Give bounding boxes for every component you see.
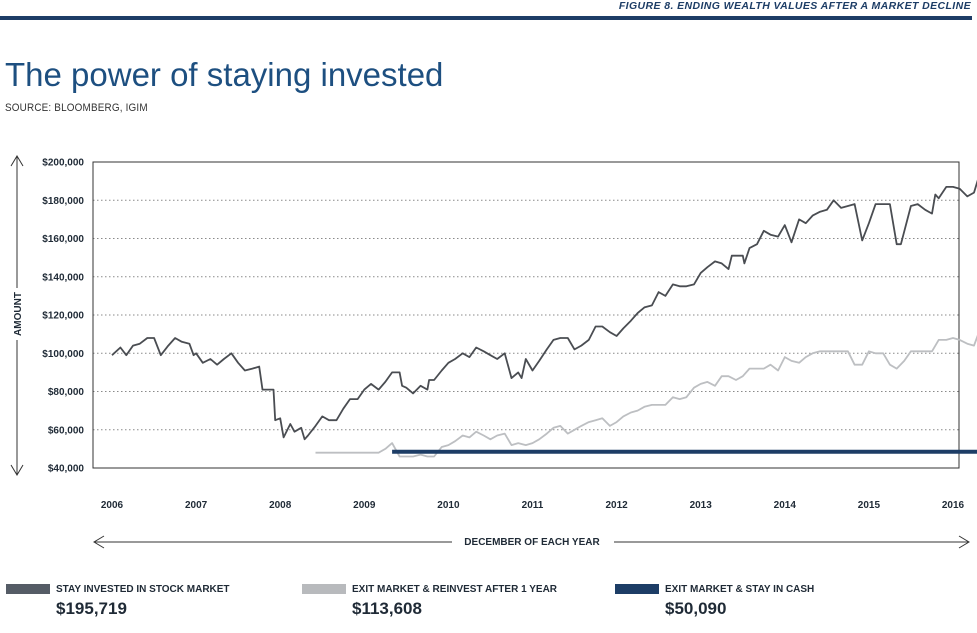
y-tick-label: $160,000 [42, 234, 84, 245]
x-tick-label: 2015 [858, 500, 881, 511]
legend-value-stay-in-cash: $50,090 [665, 599, 727, 618]
x-tick-label: 2010 [437, 500, 460, 511]
x-tick-label: 2007 [185, 500, 208, 511]
legend-label-stay-invested: STAY INVESTED IN STOCK MARKET [56, 584, 230, 595]
x-tick-label: 2009 [353, 500, 376, 511]
line-chart: $40,000 $60,000 $80,000 $100,000 $120,000 $14… [10, 155, 977, 549]
x-tick-label: 2011 [522, 500, 544, 511]
y-tick-label: $60,000 [48, 425, 85, 436]
x-axis-label: DECEMBER OF EACH YEAR [464, 537, 600, 548]
top-rule [0, 16, 972, 20]
x-tick-label: 2012 [605, 500, 628, 511]
y-tick-label: $120,000 [42, 311, 84, 322]
y-axis-arrowhead-down [10, 464, 24, 476]
x-tick-labels: 2006 2007 2008 2009 2010 2011 2012 2013 2014 2015… [101, 500, 965, 511]
plot-frame [92, 161, 960, 469]
x-tick-label: 2006 [101, 500, 124, 511]
series-lines [111, 179, 977, 458]
legend-value-stay-invested: $195,719 [56, 599, 127, 618]
x-tick-label: 2014 [774, 500, 797, 511]
legend-swatch-stay-invested [6, 584, 50, 594]
series-line-reinvest [315, 334, 977, 458]
x-tick-label: 2008 [269, 500, 292, 511]
y-tick-labels: $40,000 $60,000 $80,000 $100,000 $120,000 $14… [42, 158, 84, 475]
legend-swatch-stay-in-cash [615, 584, 659, 594]
y-axis-arrowhead-up [10, 155, 24, 167]
y-tick-label: $180,000 [42, 196, 84, 207]
x-axis-arrowhead-left [93, 535, 105, 549]
x-tick-label: 2016 [942, 500, 965, 511]
source-note: SOURCE: BLOOMBERG, IGIM [5, 102, 148, 114]
legend-label-stay-in-cash: EXIT MARKET & STAY IN CASH [665, 584, 815, 595]
y-tick-label: $100,000 [42, 349, 84, 360]
page-title: The power of staying invested [5, 56, 444, 93]
x-tick-label: 2013 [690, 500, 713, 511]
x-axis-arrowhead-right [958, 535, 970, 549]
legend-value-reinvest: $113,608 [352, 599, 422, 618]
series-line-stay-invested [111, 179, 977, 441]
legend-swatch-reinvest [302, 584, 346, 594]
y-tick-label: $80,000 [48, 387, 85, 398]
y-tick-label: $140,000 [42, 272, 84, 283]
y-axis-label: AMOUNT [13, 292, 24, 336]
grid-lines [93, 199, 959, 431]
y-tick-label: $40,000 [48, 464, 85, 475]
figure-label: FIGURE 8. ENDING WEALTH VALUES AFTER A M… [618, 0, 971, 12]
legend-label-reinvest: EXIT MARKET & REINVEST AFTER 1 YEAR [352, 584, 558, 595]
y-tick-label: $200,000 [42, 158, 84, 169]
